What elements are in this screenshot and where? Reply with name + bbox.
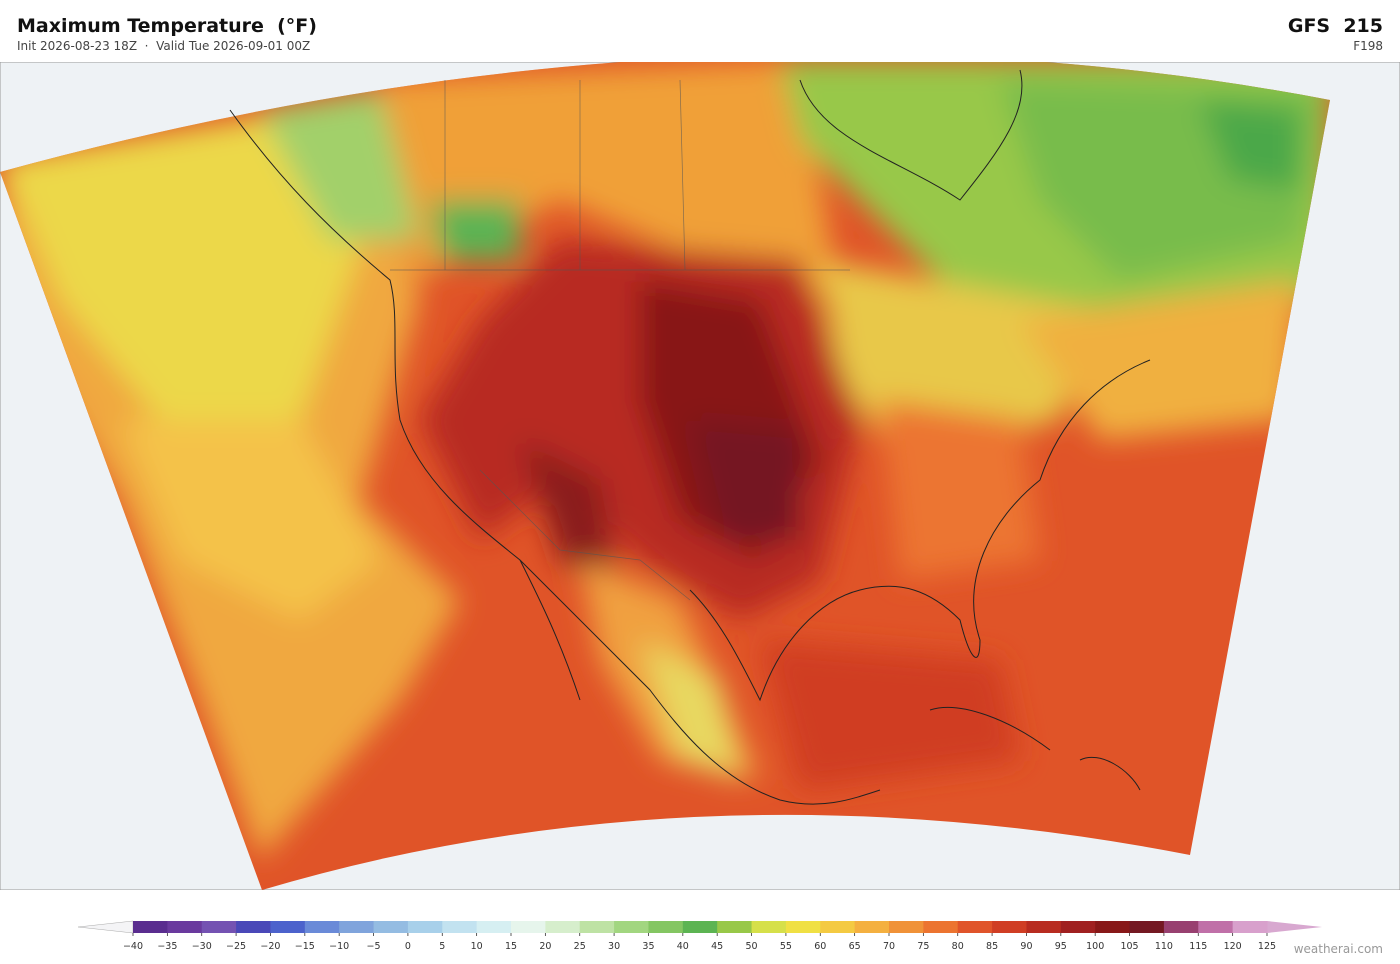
- borders: [390, 79, 850, 601]
- colorbar-over: [1267, 921, 1322, 933]
- colorbar-segment: [133, 921, 168, 933]
- colorbar-tick-label: −35: [157, 941, 177, 950]
- colorbar-segment: [1232, 921, 1268, 933]
- colorbar-tick-label: 55: [780, 941, 792, 950]
- colorbar-tick-label: 5: [439, 941, 445, 950]
- colorbar-tick-label: 10: [471, 941, 483, 950]
- colorbar-segment: [923, 921, 959, 933]
- colorbar-segment: [407, 921, 443, 933]
- colorbar-tick-label: 90: [1020, 941, 1032, 950]
- colorbar-segment: [304, 921, 340, 933]
- colorbar-segment: [992, 921, 1027, 933]
- colorbar-segment: [889, 921, 924, 933]
- colorbar-segment: [511, 921, 546, 933]
- colorbar-tick-label: −15: [295, 941, 315, 950]
- colorbar-segment: [1026, 921, 1062, 933]
- colorbar: −40 −35 −30 −25 −20 −15 −10 −5 0 5 10 15 20 25 30 35 40 4…: [77, 920, 1322, 950]
- colorbar-tick-label: 120: [1224, 941, 1242, 950]
- colorbar-tick-label: 75: [917, 941, 929, 950]
- colorbar-tick-label: 40: [677, 941, 689, 950]
- colorbar-under: [77, 920, 134, 934]
- colorbar-tick-label: 35: [642, 941, 654, 950]
- colorbar-tick-label: 95: [1055, 941, 1067, 950]
- title: Maximum Temperature (°F): [17, 15, 317, 37]
- colorbar-segment: [442, 921, 478, 933]
- colorbar-segment: [1198, 921, 1234, 933]
- colorbar-segment: [717, 921, 753, 933]
- colorbar-tick-label: 80: [952, 941, 964, 950]
- colorbar-segment: [270, 921, 306, 933]
- colorbar-tick-label: 85: [986, 941, 998, 950]
- coastlines: [229, 69, 1151, 805]
- colorbar-segment: [751, 921, 787, 933]
- colorbar-segment: [339, 921, 375, 933]
- colorbar-segment: [785, 921, 821, 933]
- colorbar-tick-label: 30: [608, 941, 620, 950]
- colorbar-segment: [820, 921, 856, 933]
- colorbar-tick-label: 65: [849, 941, 861, 950]
- colorbar-tick-label: 20: [539, 941, 551, 950]
- colorbar-tick-label: −30: [192, 941, 212, 950]
- colorbar-tick-label: −20: [260, 941, 280, 950]
- colorbar-segment: [854, 921, 890, 933]
- colorbar-segment: [1095, 921, 1131, 933]
- colorbar-segment: [1060, 921, 1096, 933]
- temperature-field: [0, 62, 1330, 890]
- colorbar-segment: [545, 921, 581, 933]
- colorbar-segment: [201, 921, 237, 933]
- forecast-hour: F198: [1353, 39, 1383, 53]
- colorbar-tick-label: 105: [1120, 941, 1138, 950]
- map: [0, 62, 1400, 890]
- colorbar-tick-label: 60: [814, 941, 826, 950]
- colorbar-tick-label: −10: [329, 941, 349, 950]
- model: GFS 215: [1287, 15, 1383, 37]
- colorbar-segment: [476, 921, 512, 933]
- colorbar-tick-label: 70: [883, 941, 895, 950]
- colorbar-segment: [682, 921, 718, 933]
- colorbar-segment: [1163, 921, 1199, 933]
- colorbar-segment: [373, 921, 409, 933]
- colorbar-segment: [579, 921, 615, 933]
- colorbar-tick-label: 45: [711, 941, 723, 950]
- colorbar-tick-label: 15: [505, 941, 517, 950]
- colorbar-tick-label: 0: [405, 941, 411, 950]
- colorbar-tick-label: 125: [1258, 941, 1276, 950]
- colorbar-tick-label: 115: [1189, 941, 1207, 950]
- colorbar-segment: [1129, 921, 1165, 933]
- colorbar-tick-label: 110: [1155, 941, 1173, 950]
- colorbar-tick-label: 25: [574, 941, 586, 950]
- colorbar-tick-label: −5: [367, 941, 381, 950]
- subtitle: Init 2026-08-23 18Z · Valid Tue 2026-09-…: [17, 39, 311, 53]
- colorbar-tick-label: −40: [123, 941, 143, 950]
- colorbar-tick-label: 100: [1086, 941, 1104, 950]
- colorbar-tick-label: −25: [226, 941, 246, 950]
- colorbar-segment: [236, 921, 271, 933]
- colorbar-tick-label: 50: [745, 941, 757, 950]
- colorbar-segment: [957, 921, 993, 933]
- colorbar-segment: [648, 921, 684, 933]
- colorbar-segment: [614, 921, 649, 933]
- credit: weatherai.com: [1293, 942, 1383, 956]
- colorbar-segment: [167, 921, 203, 933]
